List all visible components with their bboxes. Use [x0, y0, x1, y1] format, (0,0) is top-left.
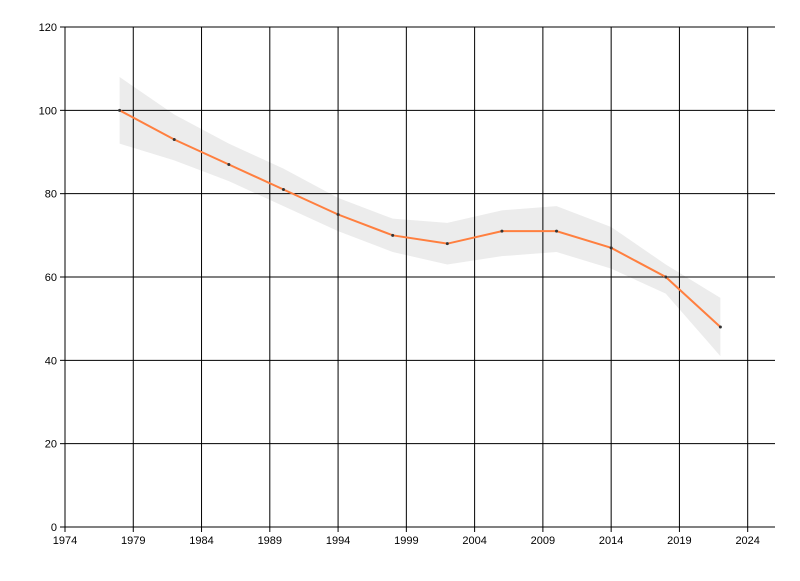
data-point — [391, 233, 395, 237]
confidence-band — [119, 77, 721, 357]
x-tick-label: 1999 — [394, 535, 418, 547]
x-tick-label: 2019 — [667, 535, 691, 547]
y-tick-label: 0 — [51, 522, 57, 534]
x-tick-label: 2009 — [531, 535, 555, 547]
y-tick-label: 80 — [45, 189, 57, 201]
x-tick-label: 2014 — [599, 535, 623, 547]
x-tick-label: 1974 — [53, 535, 77, 547]
data-point — [227, 163, 231, 166]
data-line — [119, 109, 722, 328]
data-point — [500, 229, 504, 233]
data-point — [664, 275, 668, 279]
y-tick-label: 20 — [45, 439, 57, 451]
x-tick-label: 1989 — [258, 535, 282, 547]
x-tick-label: 2004 — [462, 535, 486, 547]
y-tick-label: 120 — [39, 22, 57, 34]
x-tick-label: 1994 — [326, 535, 350, 547]
y-tick-label: 60 — [45, 272, 57, 284]
data-point — [281, 188, 285, 191]
data-point — [118, 108, 122, 112]
y-tick-label: 100 — [39, 105, 57, 117]
data-point — [555, 229, 559, 233]
x-tick-label: 2024 — [735, 535, 759, 547]
x-tick-label: 1984 — [189, 535, 213, 547]
data-point — [609, 246, 613, 250]
x-tick-label: 1979 — [121, 535, 145, 547]
data-point — [718, 325, 722, 329]
data-point — [172, 138, 176, 141]
data-point — [445, 242, 449, 246]
data-point — [336, 213, 340, 216]
y-tick-label: 40 — [45, 355, 57, 367]
